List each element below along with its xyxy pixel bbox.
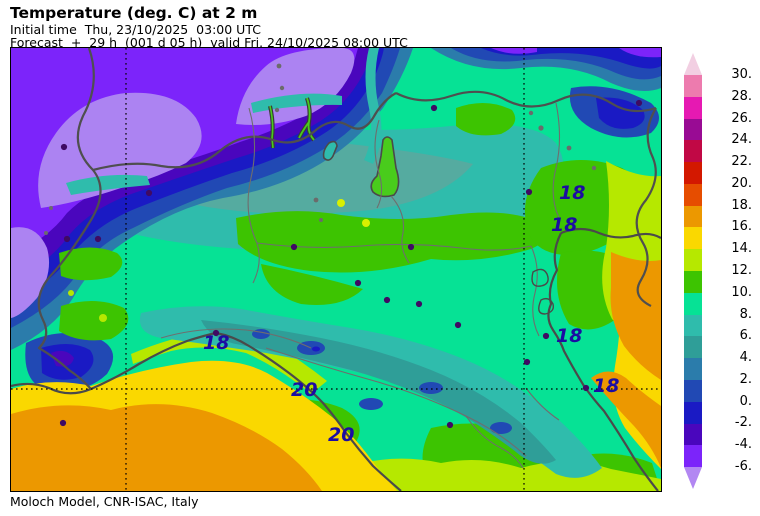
colorbar-tick-label: 30.: [731, 67, 752, 82]
terrain-specks: [44, 63, 597, 235]
station-dot: [523, 358, 531, 366]
temperature-colorbar: 30. 28. 26. 24. 22. 20. 18. 16. 14. 12. 10. 8. 6. 4. 2…: [684, 0, 760, 516]
colorbar-tick-label: 18.: [731, 197, 752, 213]
temperature-value-label: 18: [559, 182, 585, 204]
colorbar-tick-label: -6.: [734, 459, 752, 474]
station-dot: [635, 99, 643, 107]
station-dot: [542, 332, 550, 340]
colorbar-tick-label: 10.: [731, 284, 752, 300]
colorbar-tick-label: 2.: [739, 371, 752, 387]
temperature-value-label: 18: [593, 375, 619, 397]
station-dot: [430, 104, 438, 112]
colorbar-segment: [684, 358, 702, 380]
colorbar-arrow-bottom: [684, 467, 702, 489]
temperature-labels-layer: 18 18 18 20 20 18 18: [203, 182, 619, 446]
station-dot: [383, 296, 391, 304]
colorbar-tick-label: 4.: [739, 350, 752, 366]
colorbar-segment: [684, 75, 702, 97]
station-dot: [446, 421, 454, 429]
colorbar-tick-label: 26.: [731, 110, 752, 126]
colorbar-segment: [684, 162, 702, 184]
lagoon-outlines: [531, 268, 555, 315]
colorbar-tick-label: 8.: [739, 306, 752, 322]
station-dot: [59, 419, 67, 427]
temperature-value-label: 20: [291, 379, 317, 401]
station-dot: [145, 189, 153, 197]
station-dot: [415, 300, 423, 308]
model-credit: Moloch Model, CNR-ISAC, Italy: [10, 494, 199, 509]
colorbar-tick-label: 14.: [731, 241, 752, 257]
station-dot: [582, 384, 590, 392]
colorbar-arrow-top: [684, 53, 702, 75]
colorbar-tick-label: 20.: [731, 175, 752, 191]
colorbar-tick-label: 24.: [731, 132, 752, 148]
colorbar-segment: [684, 292, 702, 315]
temperature-value-label: 18: [551, 214, 577, 236]
colorbar-tick-label: 12.: [731, 263, 752, 278]
colorbar-segment: [684, 96, 702, 119]
station-dot: [94, 235, 102, 243]
country-borders: [37, 48, 657, 390]
station-dot: [212, 329, 220, 337]
colorbar-tick-label: 6.: [739, 328, 752, 344]
colorbar-segment: [684, 183, 702, 206]
temperature-map: 18 18 18 20 20 18 18: [11, 48, 661, 491]
map-canvas: 18 18 18 20 20 18 18: [10, 47, 662, 492]
colorbar-segment: [684, 249, 702, 272]
station-dot: [290, 243, 298, 251]
colorbar-tick-label: -4.: [734, 437, 752, 453]
station-dot: [63, 235, 71, 243]
graticule-lines: [11, 48, 661, 491]
temperature-value-label: 18: [203, 332, 229, 354]
colorbar-segment: [684, 423, 702, 446]
station-dot: [525, 188, 533, 196]
station-dots-layer: [59, 99, 643, 429]
colorbar-segments: [684, 75, 702, 468]
colorbar-tick-label: 28.: [731, 88, 752, 104]
colorbar-segment: [684, 140, 702, 163]
colorbar-segment: [684, 118, 702, 141]
initial-time-line: Initial time Thu, 23/10/2025 03:00 UTC: [10, 22, 261, 37]
colorbar-segment: [684, 445, 702, 468]
station-dot: [354, 279, 362, 287]
colorbar-tick-label: 0.: [739, 393, 752, 409]
station-dot: [60, 143, 68, 151]
regional-borders: [160, 102, 561, 469]
temperature-value-label: 20: [328, 424, 354, 446]
colorbar-segment: [684, 227, 702, 250]
coastlines: [11, 227, 661, 491]
colorbar-segment: [684, 314, 702, 337]
page-title: Temperature (deg. C) at 2 m: [10, 4, 258, 22]
station-dot: [407, 243, 415, 251]
colorbar-segment: [684, 271, 702, 293]
forecast-valid-line: Forecast + 29 h (001 d 05 h) valid Fri, …: [10, 35, 408, 50]
station-dot: [454, 321, 462, 329]
colorbar-segment: [684, 336, 702, 359]
colorbar-segment: [684, 401, 702, 424]
colorbar-tick-label: 22.: [731, 154, 752, 170]
colorbar-segment: [684, 205, 702, 228]
temperature-value-label: 18: [556, 325, 582, 347]
colorbar-segment: [684, 379, 702, 402]
colorbar-tick-label: 16.: [731, 219, 752, 235]
colorbar-tick-label: -2.: [734, 415, 752, 431]
